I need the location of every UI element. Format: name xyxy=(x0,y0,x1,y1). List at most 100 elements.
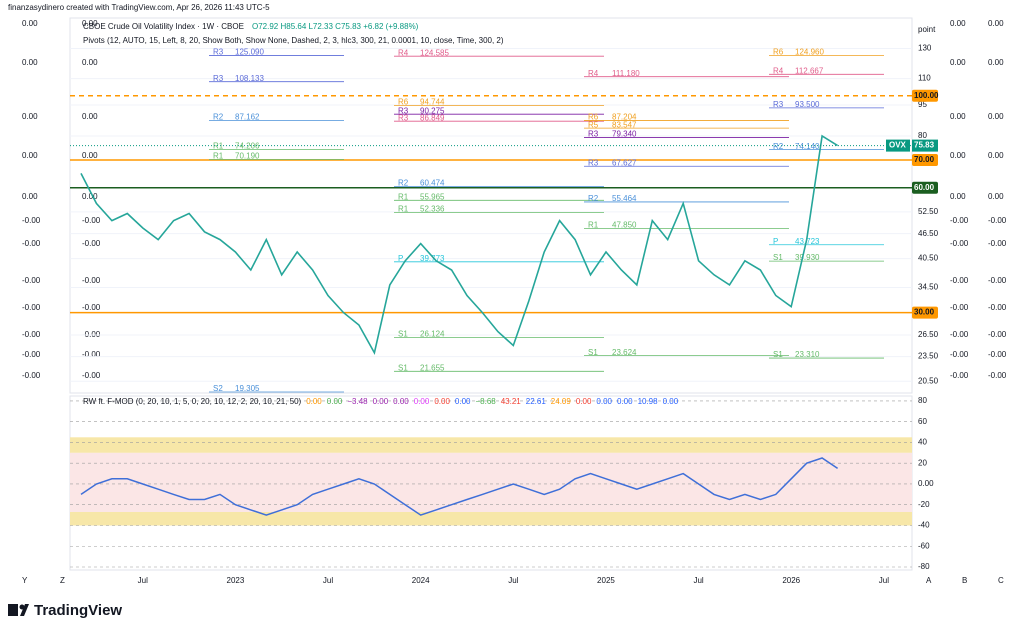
pivot-value: 74.206 xyxy=(235,142,260,151)
pivot-name: R2 xyxy=(398,178,409,187)
side-value: 0.00 xyxy=(22,192,38,201)
side-value: -0.00 xyxy=(22,350,41,359)
osc-tick-label: 0.00 xyxy=(918,479,934,488)
side-value: -0.00 xyxy=(950,350,969,359)
ohlc: O72.92 H85.64 L72.33 C75.83 +6.82 (+9.88… xyxy=(252,22,419,31)
level-tag xyxy=(912,89,938,102)
side-value: 0.00 xyxy=(988,112,1004,121)
pivot-value: 124.960 xyxy=(795,48,824,57)
pivot-value: 39.930 xyxy=(795,253,820,262)
y-tick-label: 23.50 xyxy=(918,352,939,361)
pivot-value: 23.310 xyxy=(795,350,820,359)
y-tick-label: 26.50 xyxy=(918,330,939,339)
side-value: -0.00 xyxy=(950,330,969,339)
side-value: 0.00 xyxy=(988,151,1004,160)
pivot-value: 93.500 xyxy=(795,100,820,109)
pivot-name: R3 xyxy=(588,130,599,139)
side-value: 0.00 xyxy=(22,151,38,160)
pivot-value: 26.124 xyxy=(420,330,445,339)
side-value: 0.00 xyxy=(22,112,38,121)
pivot-value: 90.275 xyxy=(420,106,445,115)
x-tick-label: 2023 xyxy=(227,576,245,585)
brand: TradingView xyxy=(34,602,122,619)
side-value: -0.00 xyxy=(82,303,101,312)
pivot-value: 74.140 xyxy=(795,142,820,151)
pivot-name: R1 xyxy=(588,221,599,230)
osc-title: RW ft. F-MOD (0, 20, 10, 1, 5, 0, 20, 10… xyxy=(83,397,302,406)
y-tick-label: 46.50 xyxy=(918,229,939,238)
side-value: 0.00 xyxy=(950,151,966,160)
osc-tick-label: -20 xyxy=(918,500,930,509)
pivot-value: 124.585 xyxy=(420,48,449,57)
pivot-name: R3 xyxy=(398,113,409,122)
osc-readout: 0.00 xyxy=(596,397,612,406)
osc-readout: −8.68 xyxy=(475,397,496,406)
side-value: -0.00 xyxy=(988,330,1007,339)
osc-readout: 0.00 xyxy=(414,397,430,406)
pivot-name: S2 xyxy=(213,384,223,393)
side-value: -0.00 xyxy=(988,276,1007,285)
pivot-name: R3 xyxy=(588,158,599,167)
osc-readout: 0.00 xyxy=(373,397,389,406)
side-value: -0.00 xyxy=(22,371,41,380)
osc-tick-label: 20 xyxy=(918,458,927,467)
side-value: 0.00 xyxy=(82,192,98,201)
pivot-name: R1 xyxy=(213,152,224,161)
side-value: -0.00 xyxy=(988,239,1007,248)
pivot-value: 79.340 xyxy=(612,130,637,139)
pivot-value: 67.627 xyxy=(612,158,637,167)
side-value: 0.00 xyxy=(950,112,966,121)
osc-readout: 0.00 xyxy=(393,397,409,406)
pivot-name: R1 xyxy=(398,204,409,213)
side-value: 0.00 xyxy=(950,19,966,28)
side-value: -0.00 xyxy=(82,239,101,248)
pivot-value: 87.162 xyxy=(235,113,260,122)
side-value: -0.00 xyxy=(988,216,1007,225)
osc-tick-label: 40 xyxy=(918,438,927,447)
pivot-name: R2 xyxy=(588,194,599,203)
side-value: 0.00 xyxy=(950,192,966,201)
corner-letter: Y xyxy=(22,576,28,585)
side-value: 0.00 xyxy=(22,58,38,67)
pivot-value: 39.773 xyxy=(420,254,445,263)
pivot-name: R6 xyxy=(773,48,784,57)
pivot-value: 60.474 xyxy=(420,178,445,187)
side-value: -0.00 xyxy=(950,303,969,312)
osc-readout: 0.00 xyxy=(576,397,592,406)
side-value: 0.00 xyxy=(82,19,98,28)
osc-readout: 0.00 xyxy=(306,397,322,406)
credit: finanzasydinero created with TradingView… xyxy=(8,3,270,12)
pivot-value: 21.655 xyxy=(420,363,445,372)
osc-zone xyxy=(70,437,912,453)
y-tick-label: 52.50 xyxy=(918,207,939,216)
pivot-name: R5 xyxy=(588,120,599,129)
pivot-value: 83.547 xyxy=(612,120,637,129)
side-value: 0.00 xyxy=(988,19,1004,28)
pivot-name: R4 xyxy=(398,48,409,57)
osc-tick-label: 80 xyxy=(918,396,927,405)
y-tick-label: 34.50 xyxy=(918,283,939,292)
osc-readout: −3.48 xyxy=(347,397,368,406)
pivots-settings: Pivots (12, AUTO, 15, Left, 8, 20, Show … xyxy=(83,36,504,45)
pivot-value: 112.667 xyxy=(795,66,824,75)
osc-readout: 0.00 xyxy=(455,397,471,406)
level-label: 60.00 xyxy=(914,183,935,192)
side-value: -0.00 xyxy=(22,330,41,339)
y-tick-label: 95 xyxy=(918,100,927,109)
side-value: -0.00 xyxy=(950,371,969,380)
level-label: 100.00 xyxy=(914,91,939,100)
osc-readout: 0.00 xyxy=(663,397,679,406)
pivot-name: P xyxy=(773,237,778,246)
side-value: -0.00 xyxy=(82,276,101,285)
side-value: 0.00 xyxy=(950,58,966,67)
y-tick-label: 40.50 xyxy=(918,254,939,263)
x-tick-label: 2024 xyxy=(412,576,430,585)
symbol: CBOE Crude Oil Volatility Index · 1W · C… xyxy=(83,22,244,31)
pivot-name: R3 xyxy=(213,74,224,83)
x-tick-label: Jul xyxy=(693,576,703,585)
x-tick-label: 2025 xyxy=(597,576,615,585)
level-tag xyxy=(912,306,938,319)
pivot-value: 52.336 xyxy=(420,204,445,213)
side-value: -0.00 xyxy=(988,371,1007,380)
